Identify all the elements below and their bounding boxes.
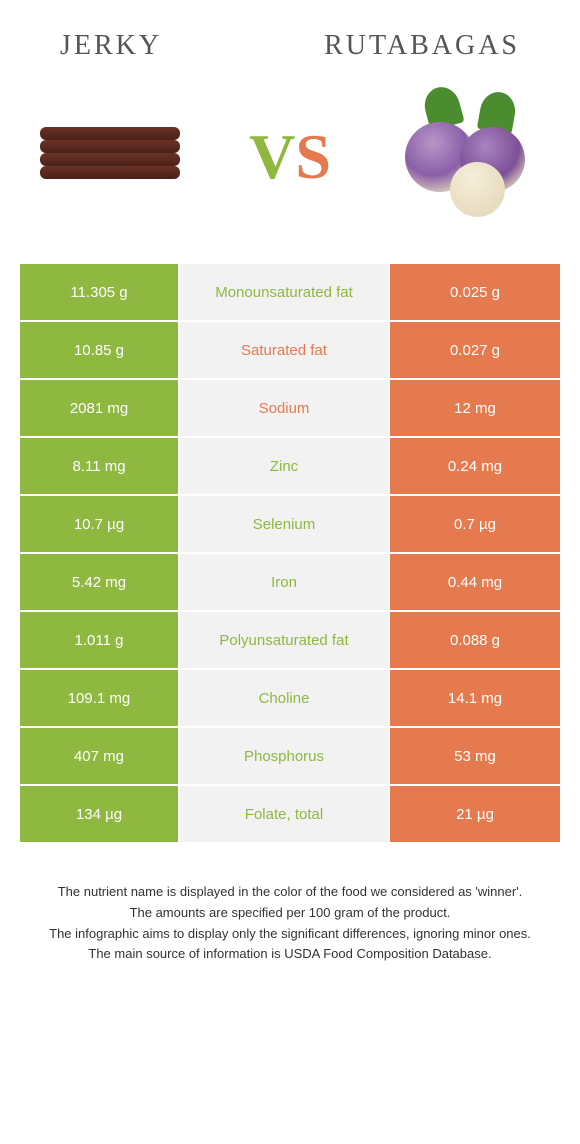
vs-s-letter: S [295, 121, 331, 192]
left-value: 10.7 µg [20, 496, 180, 552]
nutrient-name: Choline [180, 670, 390, 726]
left-value: 2081 mg [20, 380, 180, 436]
nutrient-name: Monounsaturated fat [180, 264, 390, 320]
left-food-title: Jerky [60, 30, 162, 62]
nutrient-table: 11.305 gMonounsaturated fat0.025 g10.85 … [0, 262, 580, 842]
jerky-image [30, 87, 190, 227]
table-row: 10.85 gSaturated fat0.027 g [20, 320, 560, 378]
right-value: 14.1 mg [390, 670, 560, 726]
left-value: 8.11 mg [20, 438, 180, 494]
table-row: 8.11 mgZinc0.24 mg [20, 436, 560, 494]
footer-line: The nutrient name is displayed in the co… [30, 882, 550, 903]
table-row: 5.42 mgIron0.44 mg [20, 552, 560, 610]
nutrient-name: Folate, total [180, 786, 390, 842]
rutabaga-image [390, 87, 550, 227]
table-row: 1.011 gPolyunsaturated fat0.088 g [20, 610, 560, 668]
table-row: 109.1 mgCholine14.1 mg [20, 668, 560, 726]
table-row: 11.305 gMonounsaturated fat0.025 g [20, 262, 560, 320]
nutrient-name: Sodium [180, 380, 390, 436]
left-value: 134 µg [20, 786, 180, 842]
right-value: 21 µg [390, 786, 560, 842]
nutrient-name: Iron [180, 554, 390, 610]
right-value: 0.025 g [390, 264, 560, 320]
right-value: 53 mg [390, 728, 560, 784]
footer-line: The amounts are specified per 100 gram o… [30, 903, 550, 924]
vs-label: VS [249, 120, 331, 194]
left-value: 1.011 g [20, 612, 180, 668]
nutrient-name: Zinc [180, 438, 390, 494]
header: Jerky Rutabagas [0, 0, 580, 72]
right-value: 12 mg [390, 380, 560, 436]
footer-line: The main source of information is USDA F… [30, 944, 550, 965]
nutrient-name: Phosphorus [180, 728, 390, 784]
vs-v-letter: V [249, 121, 295, 192]
left-value: 407 mg [20, 728, 180, 784]
right-value: 0.027 g [390, 322, 560, 378]
left-value: 11.305 g [20, 264, 180, 320]
table-row: 10.7 µgSelenium0.7 µg [20, 494, 560, 552]
images-row: VS [0, 72, 580, 262]
footer-line: The infographic aims to display only the… [30, 924, 550, 945]
left-value: 109.1 mg [20, 670, 180, 726]
right-value: 0.7 µg [390, 496, 560, 552]
table-row: 2081 mgSodium12 mg [20, 378, 560, 436]
right-value: 0.44 mg [390, 554, 560, 610]
right-value: 0.088 g [390, 612, 560, 668]
footer-notes: The nutrient name is displayed in the co… [0, 842, 580, 985]
nutrient-name: Saturated fat [180, 322, 390, 378]
left-value: 5.42 mg [20, 554, 180, 610]
right-value: 0.24 mg [390, 438, 560, 494]
nutrient-name: Polyunsaturated fat [180, 612, 390, 668]
table-row: 407 mgPhosphorus53 mg [20, 726, 560, 784]
right-food-title: Rutabagas [324, 30, 520, 62]
nutrient-name: Selenium [180, 496, 390, 552]
table-row: 134 µgFolate, total21 µg [20, 784, 560, 842]
left-value: 10.85 g [20, 322, 180, 378]
